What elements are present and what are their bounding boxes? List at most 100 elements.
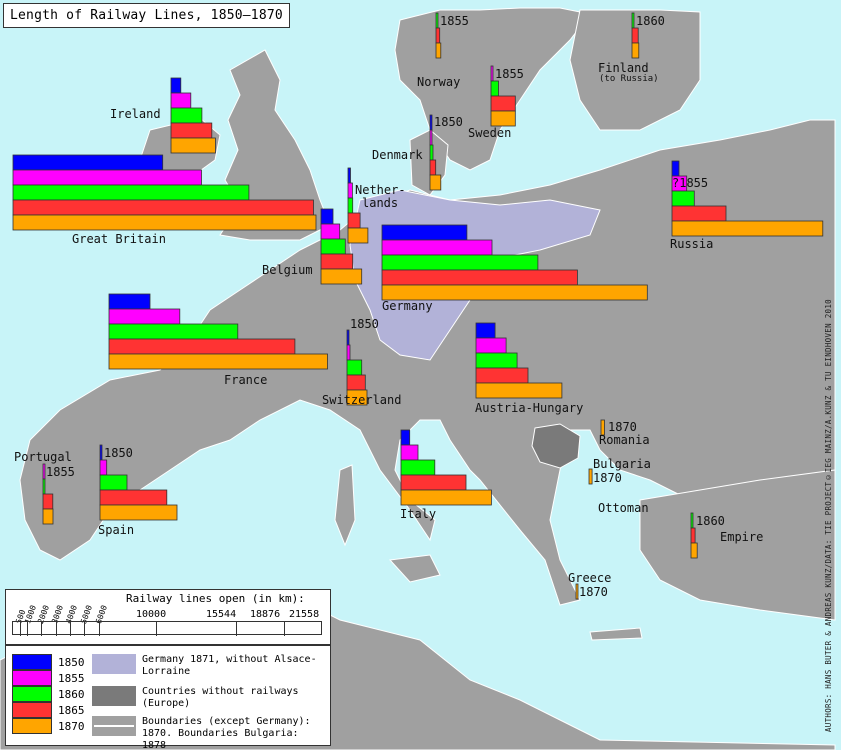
bar-ireland-1850 — [170, 77, 182, 94]
bar-switzerland-1855 — [346, 344, 351, 361]
scale-bar — [12, 621, 322, 636]
bar-russia-1870 — [671, 220, 824, 237]
bar-belgium-1860 — [320, 238, 346, 255]
railway-bars — [12, 12, 824, 600]
bar-italy-1865 — [400, 474, 467, 491]
bar-germany-1865 — [381, 269, 578, 286]
bar-switzerland-1860 — [346, 359, 363, 376]
bar-austria-hungary-1860 — [475, 352, 518, 369]
bar-bulgaria-1870 — [588, 468, 593, 485]
bar-norway-1870 — [435, 42, 442, 59]
scale-tick — [20, 622, 21, 636]
bar-russia-1850 — [671, 160, 680, 177]
label-france: France — [224, 373, 268, 387]
label-greece-year: 1870 — [579, 585, 608, 599]
bar-portugal-1870 — [42, 508, 54, 525]
label-portugal-year: 1855 — [46, 465, 75, 479]
scale-label-10000: 10000 — [136, 609, 167, 620]
map-title: Length of Railway Lines, 1850–1870 — [3, 3, 290, 28]
label-sweden-year: 1855 — [495, 67, 524, 81]
legend-year-1865: 1865 — [58, 704, 85, 717]
bar-ottoman-empire-1860 — [690, 512, 694, 529]
credit-text: AUTHORS: HANS BUTER & ANDREAS KUNZ/DATA:… — [824, 298, 833, 732]
bar-great-britain-1860 — [12, 184, 250, 201]
legend-swatch-1855 — [12, 670, 52, 686]
bar-great-britain-1870 — [12, 214, 317, 231]
bar-netherlands-1850 — [347, 167, 351, 184]
sicily — [388, 554, 441, 583]
bar-italy-1860 — [400, 459, 436, 476]
bar-russia-1865 — [671, 205, 727, 222]
label-finland-sub: (to Russia) — [599, 74, 659, 84]
bar-germany-1860 — [381, 254, 539, 271]
bar-netherlands-1860 — [347, 197, 354, 214]
bar-ireland-1870 — [170, 137, 216, 154]
bar-great-britain-1855 — [12, 169, 202, 186]
legend-germany-text: Germany 1871, without Alsace-Lorraine — [142, 654, 317, 677]
bar-netherlands-1870 — [347, 227, 369, 244]
label-russia-year: ?1855 — [672, 176, 709, 190]
label-bulgaria-year: 1870 — [593, 471, 622, 485]
scale-tick — [84, 622, 85, 636]
label-norway-year: 1855 — [440, 14, 469, 28]
label-great-britain: Great Britain — [72, 232, 166, 246]
bar-austria-hungary-1850 — [475, 322, 496, 339]
bar-ireland-1855 — [170, 92, 192, 109]
label-italy: Italy — [400, 507, 437, 521]
bar-denmark-1870 — [429, 174, 442, 191]
bar-austria-hungary-1855 — [475, 337, 507, 354]
legend-swatch-1850 — [12, 654, 52, 670]
bar-netherlands-1855 — [347, 182, 353, 199]
label-denmark-year: 1850 — [434, 115, 463, 129]
bar-denmark-1855 — [429, 129, 433, 146]
label-ottoman-1: Ottoman — [598, 501, 649, 515]
bar-belgium-1855 — [320, 223, 341, 240]
scale-tick — [156, 622, 157, 636]
bar-great-britain-1865 — [12, 199, 314, 216]
bar-norway-1865 — [435, 27, 441, 44]
bar-belgium-1865 — [320, 253, 354, 270]
bar-belgium-1870 — [320, 268, 363, 285]
bar-france-1870 — [108, 353, 328, 370]
label-finland: Finland — [598, 61, 649, 75]
bar-sweden-1860 — [490, 80, 499, 97]
legend-year-1855: 1855 — [58, 672, 85, 685]
scale-label-18876: 18876 — [250, 609, 281, 620]
scale-tick — [284, 622, 285, 636]
crete — [589, 627, 643, 641]
bar-portugal-1855 — [42, 463, 46, 480]
label-norway: Norway — [417, 75, 461, 89]
bar-switzerland-1870 — [346, 389, 368, 406]
bar-spain-1865 — [99, 489, 168, 506]
label-ireland: Ireland — [110, 107, 161, 121]
label-switzerland-year: 1850 — [350, 317, 379, 331]
legend-boundary-line — [92, 716, 136, 736]
bar-italy-1850 — [400, 429, 411, 446]
label-finland-year: 1860 — [636, 14, 665, 28]
finland-land — [569, 9, 701, 131]
label-romania: Romania — [599, 433, 650, 447]
bar-sweden-1870 — [490, 110, 516, 127]
legend-year-1860: 1860 — [58, 688, 85, 701]
label-germany: Germany — [382, 299, 433, 313]
bar-germany-1870 — [381, 284, 648, 301]
scale-tick — [70, 622, 71, 636]
bar-finland-1865 — [631, 27, 639, 44]
bar-france-1860 — [108, 323, 239, 340]
label-romania-year: 1870 — [608, 420, 637, 434]
legend-box: 1850 1855 1860 1865 1870 Germany 1871, w… — [5, 645, 331, 751]
scale-tick — [27, 622, 28, 636]
scale-tick — [41, 622, 42, 636]
label-sweden: Sweden — [468, 126, 512, 140]
bar-netherlands-1865 — [347, 212, 361, 229]
bar-ireland-1860 — [170, 107, 203, 124]
label-netherlands-2: lands — [362, 196, 399, 210]
label-spain-year: 1850 — [104, 446, 133, 460]
legend-swatch-1860 — [12, 686, 52, 702]
scale-tick — [99, 622, 100, 636]
scale-label-15544: 15544 — [206, 609, 237, 620]
label-switzerland: Switzerland — [322, 393, 402, 407]
bar-germany-1855 — [381, 239, 493, 256]
bar-spain-1870 — [99, 504, 178, 521]
